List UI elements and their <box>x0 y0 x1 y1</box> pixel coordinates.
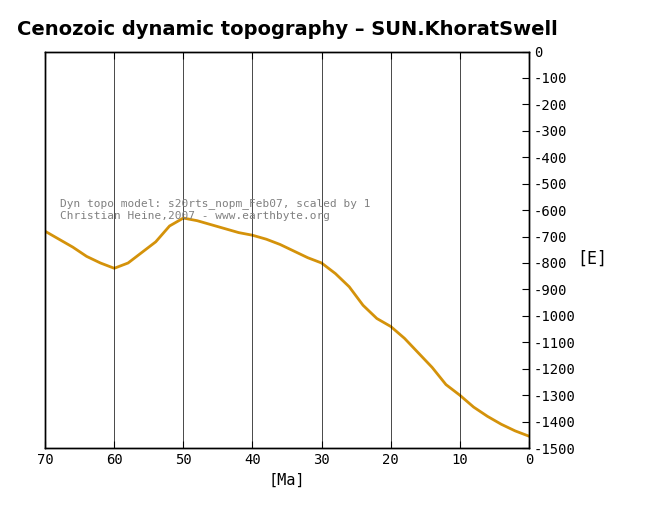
X-axis label: [Ma]: [Ma] <box>269 472 305 488</box>
Y-axis label: [E]: [E] <box>577 250 608 268</box>
Title: Cenozoic dynamic topography – SUN.KhoratSwell: Cenozoic dynamic topography – SUN.Khorat… <box>17 20 557 39</box>
Text: Dyn topo model: s20rts_nopm_Feb07, scaled by 1
Christian Heine,2007 - www.earthb: Dyn topo model: s20rts_nopm_Feb07, scale… <box>60 198 370 221</box>
